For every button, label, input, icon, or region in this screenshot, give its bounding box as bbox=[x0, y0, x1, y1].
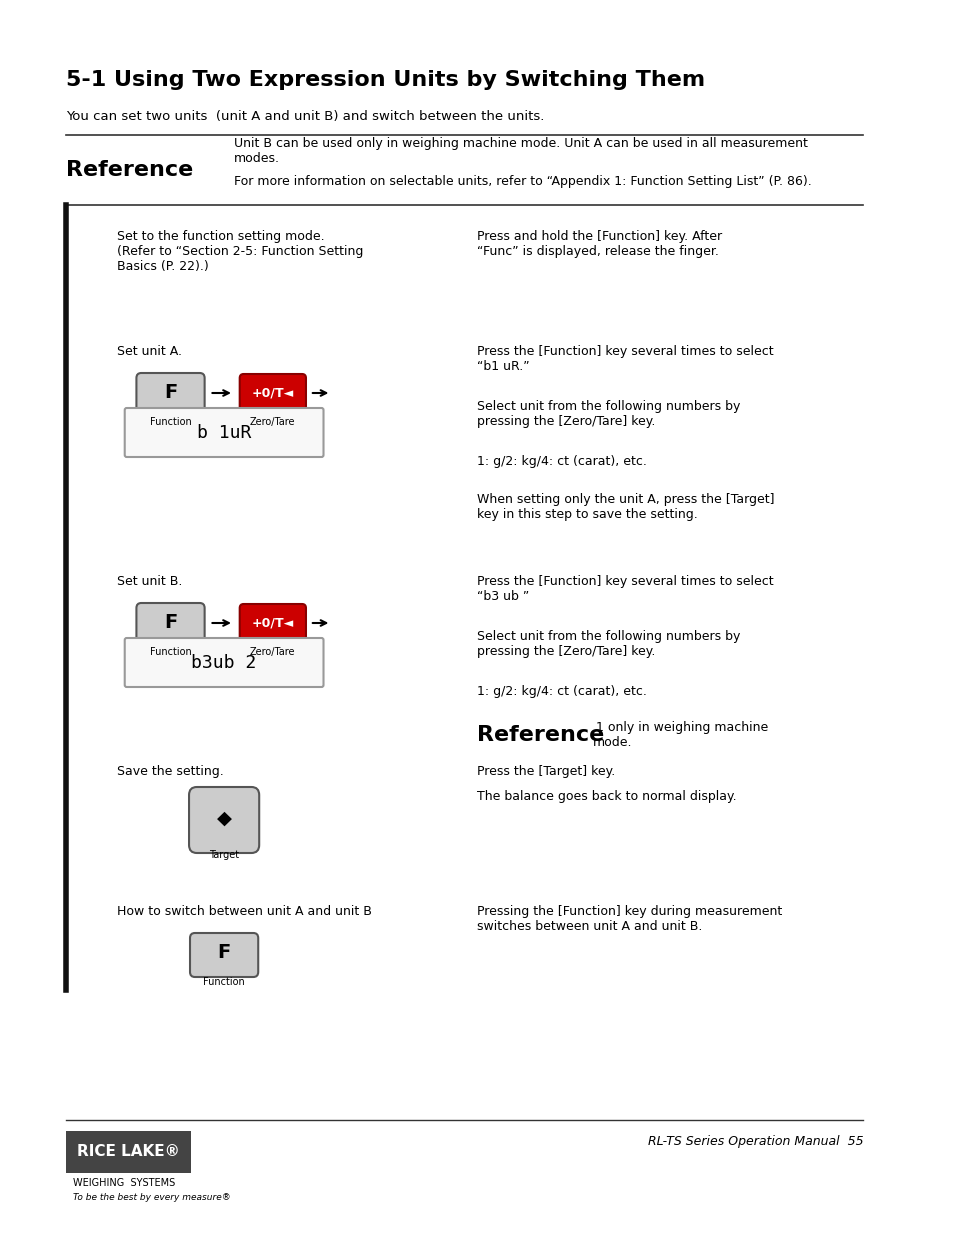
Text: Function: Function bbox=[150, 417, 192, 427]
Text: F: F bbox=[217, 944, 231, 962]
FancyBboxPatch shape bbox=[125, 638, 323, 687]
Text: To be the best by every measure®: To be the best by every measure® bbox=[73, 1193, 231, 1202]
Text: Press the [Function] key several times to select
“b1 uR.”: Press the [Function] key several times t… bbox=[476, 345, 773, 373]
Text: Set to the function setting mode.
(Refer to “Section 2-5: Function Setting
Basic: Set to the function setting mode. (Refer… bbox=[117, 230, 363, 273]
Text: Pressing the [Function] key during measurement
switches between unit A and unit : Pressing the [Function] key during measu… bbox=[476, 905, 781, 932]
FancyBboxPatch shape bbox=[239, 604, 306, 646]
Text: +0/T◄: +0/T◄ bbox=[252, 387, 294, 399]
FancyBboxPatch shape bbox=[190, 932, 258, 977]
Text: Target: Target bbox=[209, 850, 239, 860]
Text: b 1uR: b 1uR bbox=[196, 424, 251, 441]
Text: 5-1 Using Two Expression Units by Switching Them: 5-1 Using Two Expression Units by Switch… bbox=[66, 70, 704, 90]
Text: Function: Function bbox=[150, 647, 192, 657]
Text: When setting only the unit A, press the [Target]
key in this step to save the se: When setting only the unit A, press the … bbox=[476, 493, 774, 521]
Text: Save the setting.: Save the setting. bbox=[117, 764, 223, 778]
FancyBboxPatch shape bbox=[239, 374, 306, 416]
Text: Set unit B.: Set unit B. bbox=[117, 576, 182, 588]
Text: WEIGHING  SYSTEMS: WEIGHING SYSTEMS bbox=[73, 1178, 175, 1188]
Text: The balance goes back to normal display.: The balance goes back to normal display. bbox=[476, 790, 737, 803]
Text: Unit B can be used only in weighing machine mode. Unit A can be used in all meas: Unit B can be used only in weighing mach… bbox=[233, 137, 807, 165]
Text: Zero/Tare: Zero/Tare bbox=[250, 417, 295, 427]
Text: Function: Function bbox=[203, 977, 245, 987]
Text: F: F bbox=[164, 614, 177, 632]
Text: 1: g/2: kg/4: ct (carat), etc.: 1: g/2: kg/4: ct (carat), etc. bbox=[476, 454, 647, 468]
Text: ◆: ◆ bbox=[216, 809, 232, 827]
Text: Zero/Tare: Zero/Tare bbox=[250, 647, 295, 657]
FancyBboxPatch shape bbox=[136, 603, 204, 647]
Text: +0/T◄: +0/T◄ bbox=[252, 616, 294, 630]
FancyBboxPatch shape bbox=[125, 408, 323, 457]
FancyBboxPatch shape bbox=[136, 373, 204, 417]
Text: Set unit A.: Set unit A. bbox=[117, 345, 182, 358]
Bar bbox=[66, 1131, 191, 1173]
Text: For more information on selectable units, refer to “Appendix 1: Function Setting: For more information on selectable units… bbox=[233, 175, 811, 188]
Text: RL-TS Series Operation Manual  55: RL-TS Series Operation Manual 55 bbox=[647, 1135, 862, 1149]
Text: F: F bbox=[164, 384, 177, 403]
FancyBboxPatch shape bbox=[189, 787, 259, 853]
Text: RICE LAKE®: RICE LAKE® bbox=[77, 1145, 180, 1160]
Text: How to switch between unit A and unit B: How to switch between unit A and unit B bbox=[117, 905, 372, 918]
Text: 1: g/2: kg/4: ct (carat), etc.: 1: g/2: kg/4: ct (carat), etc. bbox=[476, 685, 647, 698]
Text: Reference: Reference bbox=[476, 725, 604, 745]
Text: Reference: Reference bbox=[66, 161, 193, 180]
Text: 1 only in weighing machine
mode.: 1 only in weighing machine mode. bbox=[592, 721, 768, 748]
Text: Select unit from the following numbers by
pressing the [Zero/Tare] key.: Select unit from the following numbers b… bbox=[476, 400, 740, 429]
Text: Press the [Target] key.: Press the [Target] key. bbox=[476, 764, 615, 778]
Text: b3ub 2: b3ub 2 bbox=[192, 655, 256, 672]
Text: You can set two units  (unit A and unit B) and switch between the units.: You can set two units (unit A and unit B… bbox=[66, 110, 544, 124]
Text: Press the [Function] key several times to select
“b3 ub ”: Press the [Function] key several times t… bbox=[476, 576, 773, 603]
Text: Select unit from the following numbers by
pressing the [Zero/Tare] key.: Select unit from the following numbers b… bbox=[476, 630, 740, 658]
Text: Press and hold the [Function] key. After
“Func” is displayed, release the finger: Press and hold the [Function] key. After… bbox=[476, 230, 721, 258]
